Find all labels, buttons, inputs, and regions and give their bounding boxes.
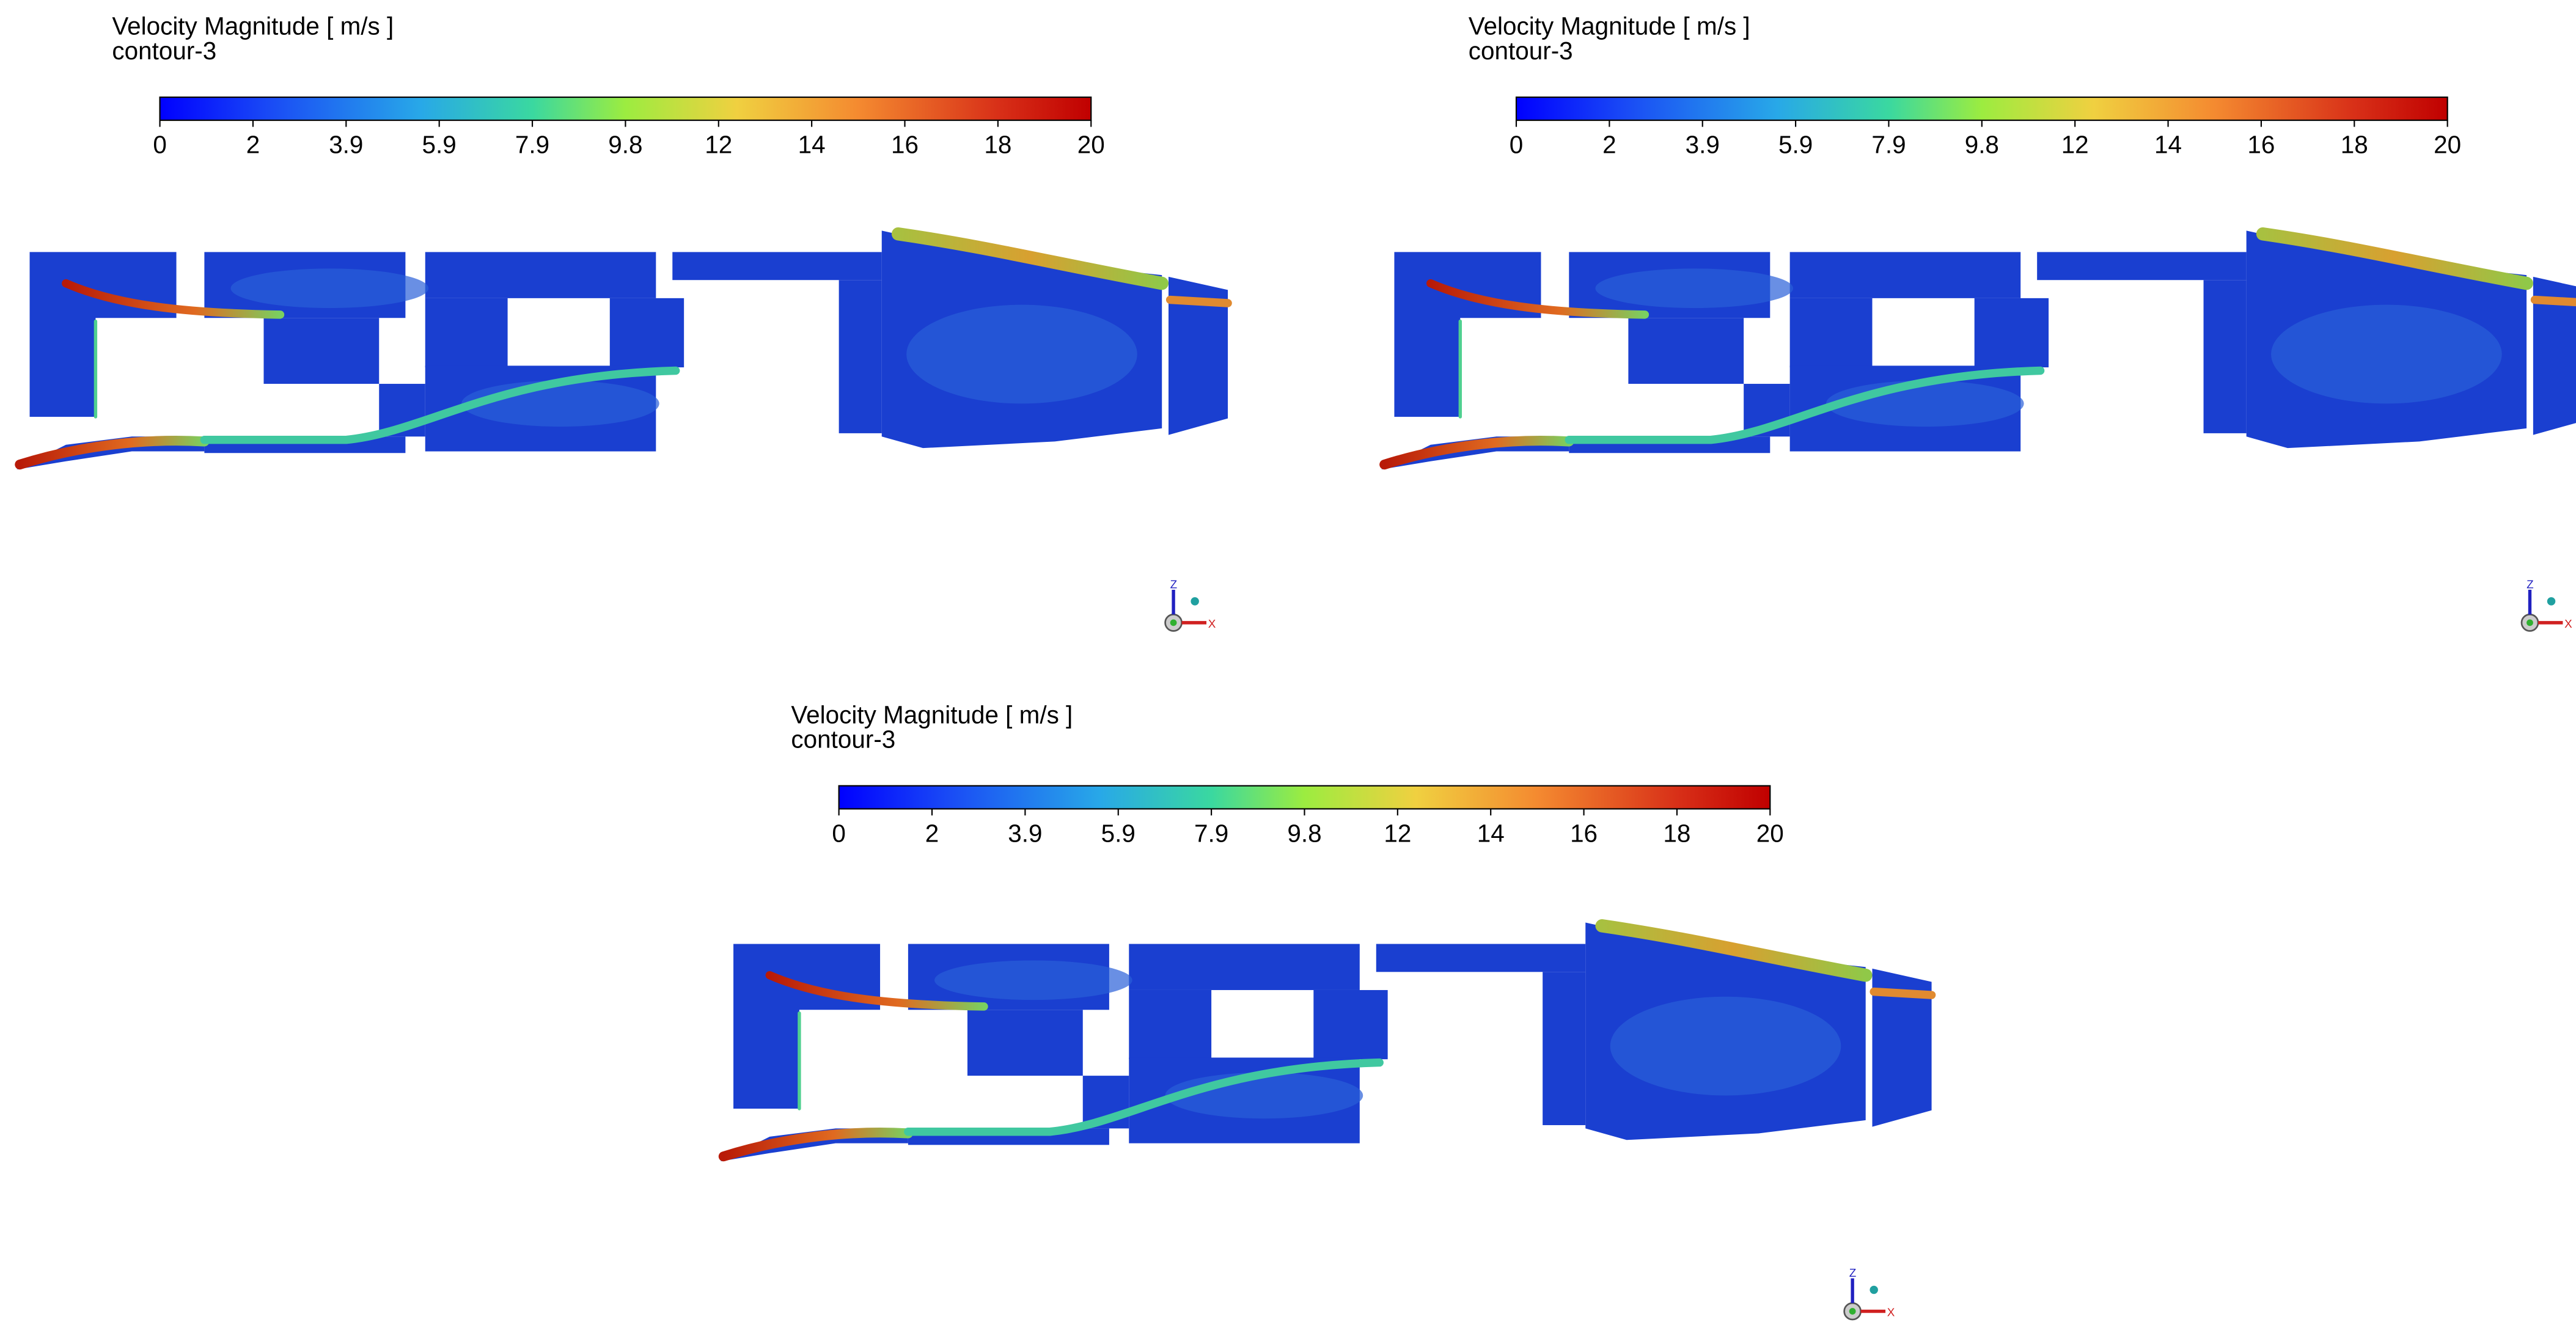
contour-panel: Velocity Magnitude [ m/s ]contour-3 0 2 3.9… <box>791 700 1895 1321</box>
contour-domain <box>17 230 1228 469</box>
panel-subtitle: contour-3 <box>1469 37 1573 65</box>
triad-y-axis <box>1191 597 1199 606</box>
panel-title: Velocity Magnitude [ m/s ] <box>112 12 394 40</box>
panel-subtitle: contour-3 <box>112 37 216 65</box>
colorbar-tick-label: 9.8 <box>1287 819 1321 847</box>
colorbar <box>1515 96 2448 121</box>
panel-title: Velocity Magnitude [ m/s ] <box>1469 12 1750 40</box>
colorbar-tick-label: 16 <box>1570 819 1598 847</box>
contour-panel: Velocity Magnitude [ m/s ]contour-3 0 2 3.9… <box>1469 12 2572 632</box>
colorbar-tick-label: 14 <box>798 131 826 159</box>
colorbar-tick-label: 12 <box>705 131 732 159</box>
triad-x-label: X <box>1887 1306 1895 1319</box>
axis-triad: ZX <box>1164 578 1216 632</box>
colorbar-tick-label: 3.9 <box>1008 819 1042 847</box>
panel-title: Velocity Magnitude [ m/s ] <box>791 700 1073 729</box>
contour-field <box>720 922 1931 1161</box>
triad-y-axis <box>1870 1285 1878 1294</box>
axis-triad: ZX <box>1843 1266 1895 1321</box>
triad-z-label: Z <box>1170 578 1178 590</box>
colorbar-tick-label: 9.8 <box>608 131 642 159</box>
colorbar-tick-label: 3.9 <box>329 131 363 159</box>
panel-subtitle: contour-3 <box>791 725 895 754</box>
colorbar-tick-label: 5.9 <box>1778 131 1813 159</box>
colorbar <box>159 96 1092 121</box>
colorbar-tick-label: 5.9 <box>1101 819 1136 847</box>
colorbar-tick-label: 0 <box>1510 131 1524 159</box>
triad-y-axis <box>2547 597 2556 606</box>
contour-domain <box>1381 230 2576 469</box>
colorbar-tick-label: 12 <box>1384 819 1411 847</box>
colorbar-tick-label: 2 <box>925 819 939 847</box>
colorbar-tick-label: 20 <box>2434 131 2461 159</box>
contour-panel: Velocity Magnitude [ m/s ]contour-3 0 2 3.9… <box>112 12 1216 632</box>
colorbar-tick-label: 16 <box>2247 131 2275 159</box>
colorbar-tick-label: 0 <box>832 819 846 847</box>
colorbar-tick-label: 3.9 <box>1686 131 1720 159</box>
contour-field <box>1381 230 2576 469</box>
contour-domain <box>720 922 1931 1161</box>
colorbar-tick-label: 7.9 <box>1194 819 1228 847</box>
triad-z-label: Z <box>1849 1266 1857 1279</box>
axis-triad: ZX <box>2520 578 2572 632</box>
triad-x-label: X <box>1208 617 1216 630</box>
contour-field <box>17 230 1228 469</box>
colorbar-tick-label: 2 <box>1602 131 1616 159</box>
colorbar-tick-label: 2 <box>246 131 260 159</box>
colorbar-tick-label: 18 <box>1663 819 1690 847</box>
triad-center <box>2526 619 2533 626</box>
colorbar <box>838 785 1771 810</box>
triad-z-label: Z <box>2526 578 2534 590</box>
colorbar-tick-label: 18 <box>984 131 1011 159</box>
colorbar-tick-label: 20 <box>1077 131 1105 159</box>
colorbar-tick-label: 16 <box>891 131 919 159</box>
colorbar-tick-label: 7.9 <box>515 131 549 159</box>
colorbar-tick-label: 14 <box>1477 819 1505 847</box>
colorbar-tick-label: 12 <box>2061 131 2089 159</box>
triad-x-label: X <box>2564 617 2572 630</box>
colorbar-tick-label: 7.9 <box>1871 131 1906 159</box>
triad-center <box>1170 619 1177 626</box>
colorbar-tick-label: 5.9 <box>422 131 457 159</box>
colorbar-tick-label: 18 <box>2341 131 2368 159</box>
colorbar-tick-label: 20 <box>1756 819 1784 847</box>
colorbar-tick-label: 9.8 <box>1965 131 1999 159</box>
triad-center <box>1849 1308 1856 1315</box>
colorbar-tick-label: 14 <box>2154 131 2182 159</box>
colorbar-tick-label: 0 <box>153 131 167 159</box>
